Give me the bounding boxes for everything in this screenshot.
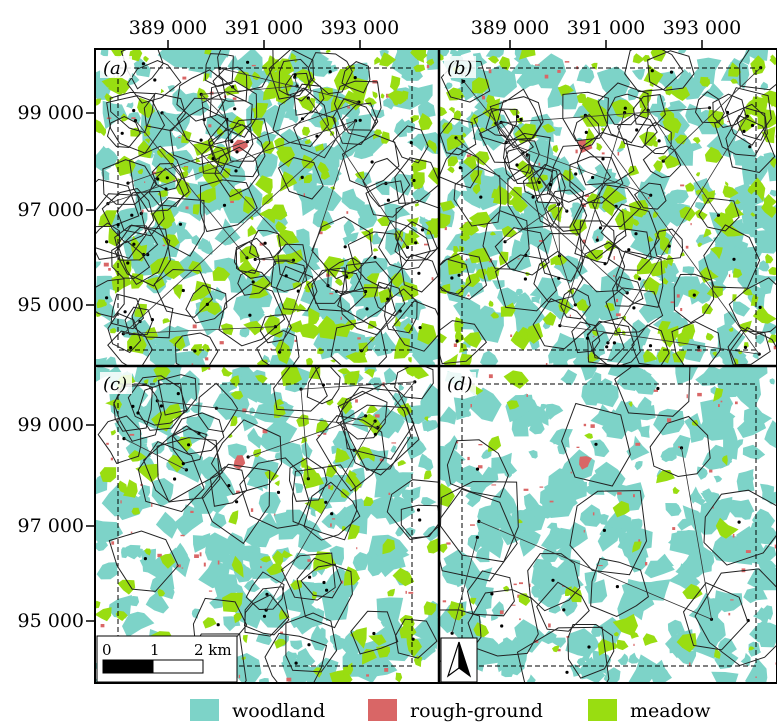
home-range-polygons	[97, 367, 438, 683]
x-axis-right: 389 000 391 000 393 000	[471, 17, 742, 50]
y-axis-top: 99 000 97 000 95 000	[18, 102, 96, 316]
y-axis-bottom: 99 000 97 000 95 000	[18, 414, 96, 632]
panel-label: (b)	[447, 58, 473, 79]
y-tick-label: 95 000	[18, 610, 84, 632]
legend-label: woodland	[232, 700, 325, 722]
habitat-layer	[440, 367, 777, 683]
scale-bar: 0 1 2 km	[96, 635, 238, 683]
panel-label: (c)	[103, 374, 127, 395]
x-tick-label: 393 000	[663, 17, 742, 39]
study-area-boundary	[461, 383, 757, 667]
y-tick-label: 95 000	[18, 294, 84, 316]
habitat-layer	[440, 50, 777, 365]
x-tick-label: 391 000	[567, 17, 646, 39]
panel-label: (a)	[103, 58, 128, 79]
x-tick-label: 391 000	[225, 17, 304, 39]
home-range-polygons	[440, 50, 777, 365]
legend-swatch-meadow	[588, 699, 617, 721]
scale-label: 0	[102, 641, 112, 659]
x-tick-label: 389 000	[471, 17, 550, 39]
scale-label: 1	[150, 641, 160, 659]
x-tick-label: 393 000	[321, 17, 400, 39]
x-axis-left: 389 000 391 000 393 000	[129, 17, 400, 50]
legend-label: rough-ground	[410, 700, 543, 722]
y-tick-label: 97 000	[18, 515, 84, 537]
study-area-boundary	[461, 67, 757, 351]
north-arrow-icon	[440, 637, 478, 683]
map-panel-b: (b)	[440, 50, 777, 365]
y-tick-label: 97 000	[18, 199, 84, 221]
home-range-polygons	[440, 367, 777, 683]
legend-swatch-rough-ground	[368, 699, 397, 721]
panel-label: (d)	[447, 374, 473, 395]
y-tick-label: 99 000	[18, 414, 84, 436]
map-panel-d: (d)	[440, 367, 777, 683]
x-tick-label: 389 000	[129, 17, 208, 39]
scale-label: 2 km	[194, 641, 232, 659]
y-tick-label: 99 000	[18, 102, 84, 124]
study-area-boundary	[117, 383, 413, 667]
habitat-layer	[96, 50, 438, 365]
legend-swatch-woodland	[190, 699, 219, 721]
map-panel-a: (a)	[96, 50, 438, 365]
legend-label: meadow	[630, 700, 711, 722]
legend: woodland rough-ground meadow	[190, 699, 711, 722]
home-range-polygons	[96, 50, 438, 365]
